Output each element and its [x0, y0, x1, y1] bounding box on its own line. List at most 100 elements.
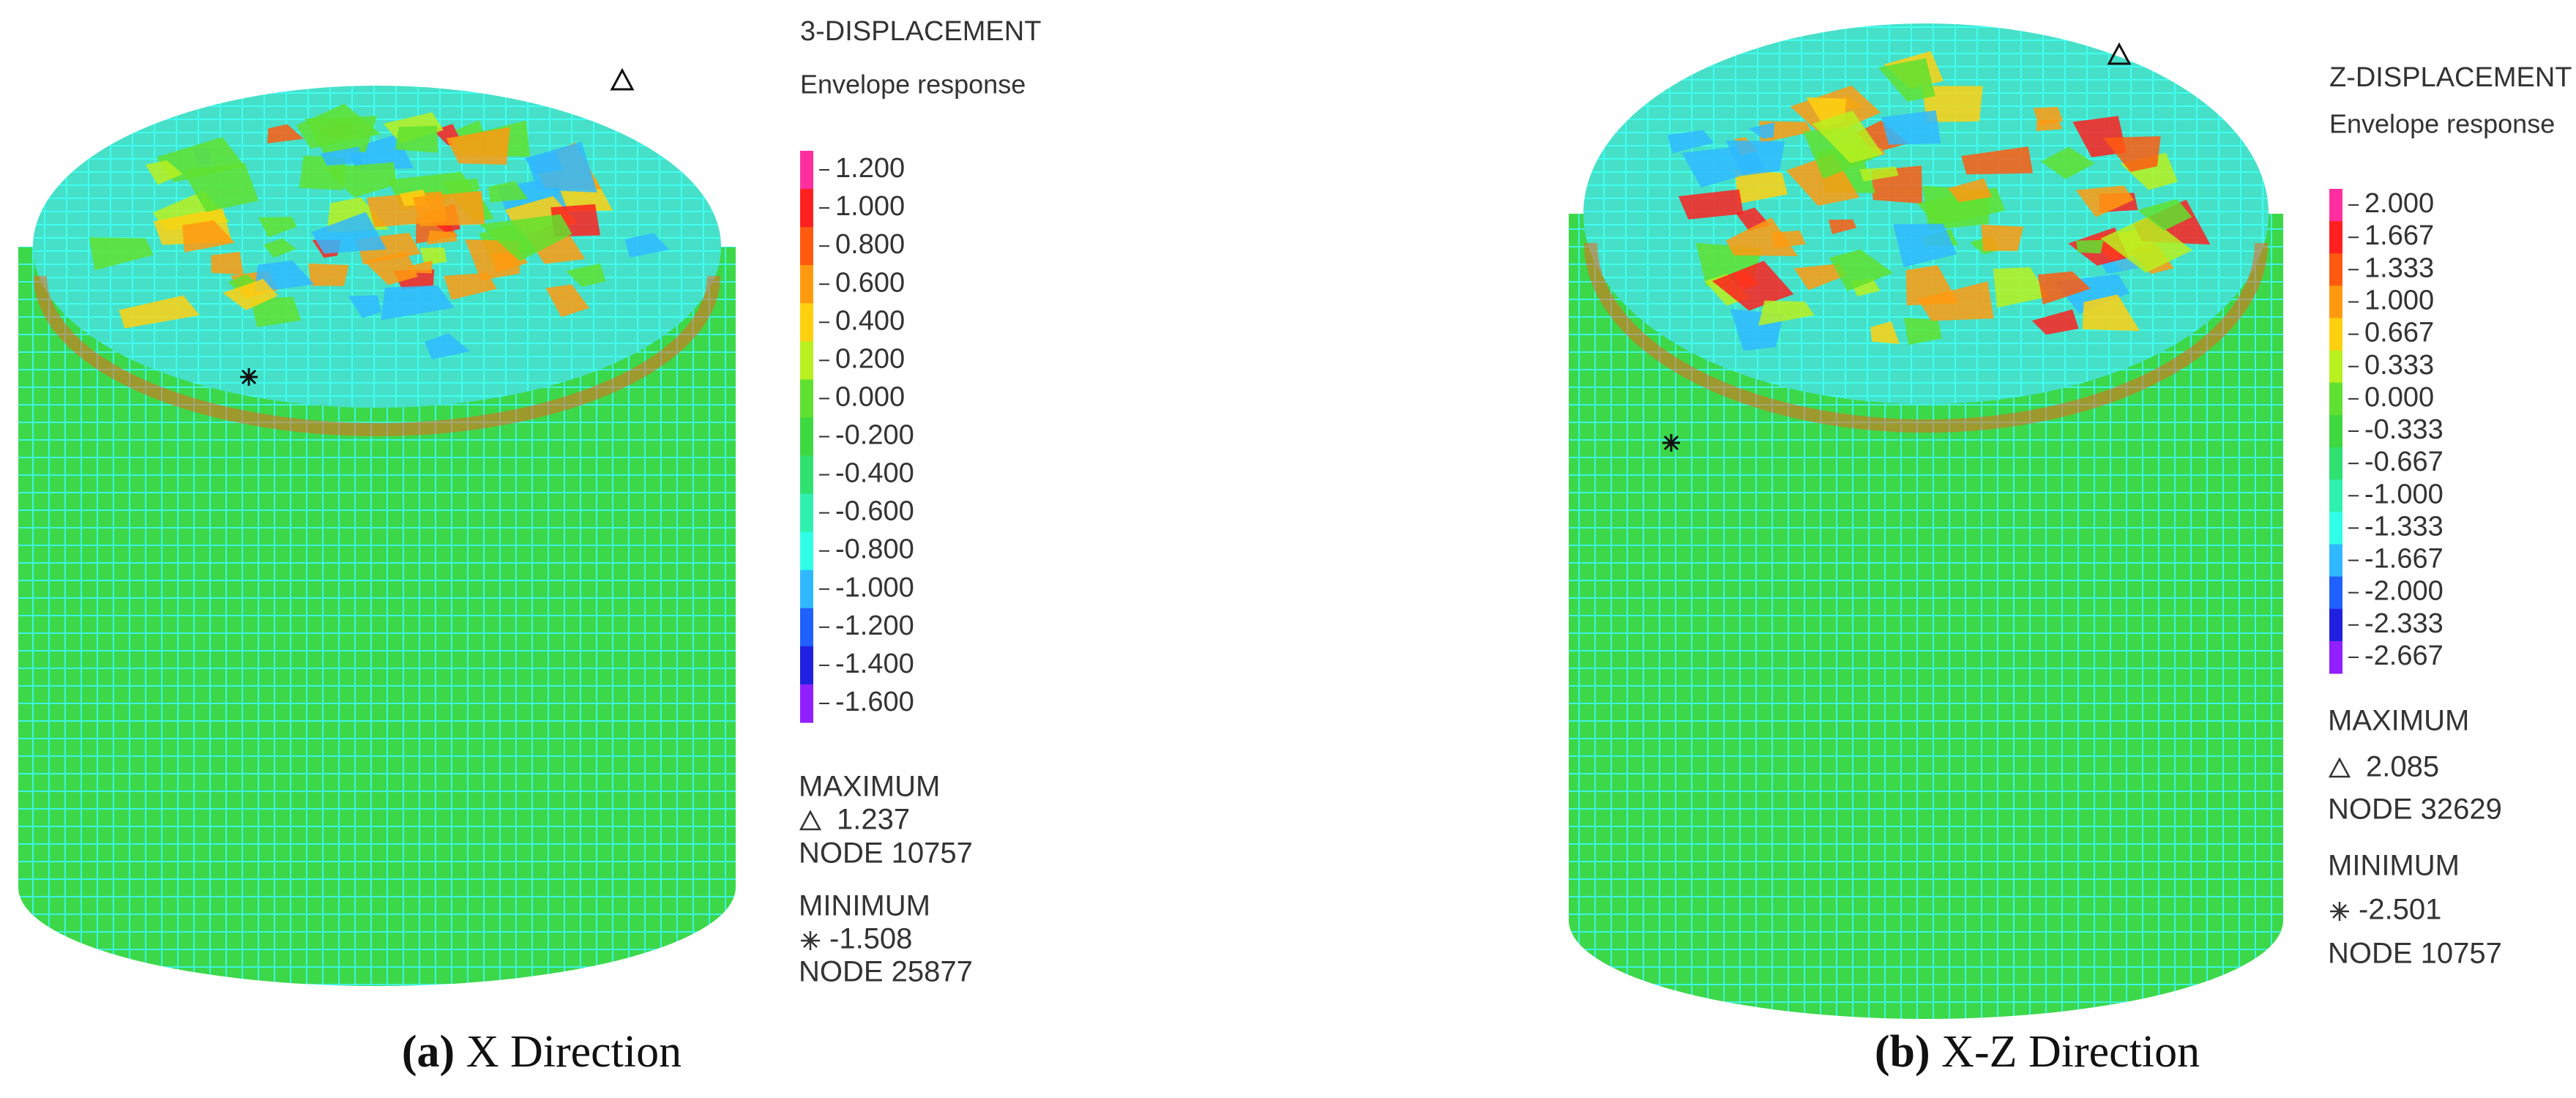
contour-patch [1917, 281, 1994, 321]
contour-patch [2137, 198, 2192, 231]
contour-patch [182, 220, 235, 253]
contour-patch [624, 233, 670, 258]
panel: Z-DISPLACEMENT Envelope response 2.0001.66… [1569, 23, 2572, 1077]
color-band [2329, 285, 2342, 319]
contour-patch [1993, 267, 2048, 308]
legend-title: 3-DISPLACEMENT [800, 16, 1041, 47]
contour-patch [1870, 321, 1900, 344]
rim-band [1584, 242, 2268, 433]
color-band [800, 379, 813, 418]
contour-patch [446, 127, 510, 165]
color-band [800, 455, 813, 495]
contour-patch [1829, 249, 1893, 291]
legend-label: -1.400 [835, 649, 914, 679]
contour-patch [348, 295, 382, 318]
caption: (a) X Direction [402, 1027, 682, 1077]
contour-patch [228, 274, 258, 291]
legend-label: 0.800 [835, 229, 905, 260]
min-node: NODE 10757 [2328, 938, 2502, 970]
contour-patch [254, 260, 315, 293]
legend-label: -0.600 [835, 496, 914, 527]
contour-patch [364, 250, 418, 285]
contour-patch [566, 263, 606, 287]
legend-title: Z-DISPLACEMENT [2329, 62, 2572, 93]
legend-label: 2.000 [2364, 188, 2434, 219]
contour-patch [425, 333, 471, 359]
color-band [800, 569, 813, 609]
legend-label: -2.333 [2364, 608, 2444, 639]
color-band [2329, 318, 2342, 351]
contour-patch [1922, 86, 1983, 122]
contour-patch [258, 217, 297, 238]
color-band [2329, 350, 2342, 384]
color-band [2329, 253, 2342, 286]
color-band [2329, 576, 2342, 610]
color-band [2329, 447, 2342, 480]
legend-label: -1.600 [835, 687, 914, 717]
min-symbol [2330, 902, 2349, 921]
max-node: NODE 10757 [799, 837, 973, 870]
contour-patch [420, 247, 447, 266]
contour-patch [1748, 122, 1775, 139]
color-band [800, 684, 813, 723]
color-band [2329, 640, 2342, 674]
contour-patch [2041, 146, 2095, 179]
legend-label: -1.200 [835, 610, 914, 641]
contour-patch [1668, 130, 1714, 154]
max-marker [2107, 42, 2132, 65]
rim-band [34, 275, 720, 436]
contour-patch [1828, 219, 1857, 234]
contour-patch [488, 181, 529, 203]
max-heading: MAXIMUM [799, 771, 940, 803]
contour-patch [2100, 216, 2192, 273]
cylinder-body [18, 247, 736, 986]
color-band [2329, 544, 2342, 578]
legend-label: 0.000 [835, 381, 905, 412]
min-value: -2.501 [2359, 894, 2441, 926]
contour-patch [89, 237, 154, 271]
legend-label: 1.000 [2364, 285, 2434, 315]
min-value: -1.508 [829, 923, 912, 955]
color-band [800, 646, 813, 685]
legend-label: -2.667 [2364, 640, 2444, 671]
contour-patch [1793, 264, 1847, 291]
contour-patch [320, 146, 362, 166]
legend-label: 0.000 [2364, 382, 2434, 413]
contour-patch [1947, 178, 1992, 203]
legend-label: -2.000 [2364, 576, 2444, 607]
legend-label: 1.667 [2364, 220, 2434, 251]
caption: (b) X-Z Direction [1875, 1027, 2200, 1077]
caption-label: (b) [1875, 1027, 1930, 1077]
contour-patch [2033, 107, 2064, 126]
legend-label: -0.667 [2364, 447, 2444, 477]
contour-patch [465, 239, 520, 280]
contour-patch [1786, 154, 1860, 206]
legend-label: 1.200 [835, 153, 905, 184]
caption-text: X Direction [466, 1027, 682, 1077]
contour-patch [1881, 110, 1941, 145]
contour-patch [1878, 58, 1935, 102]
contour-patch [145, 160, 183, 185]
contour-patch [524, 152, 563, 175]
contour-patch [223, 279, 278, 310]
caption-space [455, 1027, 466, 1077]
max-value: 1.237 [837, 804, 910, 836]
contour-patch [1961, 146, 2033, 175]
contour-patch [250, 296, 302, 327]
color-band [800, 303, 813, 342]
color-band [800, 151, 813, 190]
legend-label: -0.333 [2364, 414, 2444, 445]
contour-patch [1904, 318, 1942, 346]
contour-patch [1812, 111, 1884, 163]
color-band [2329, 479, 2342, 512]
color-band [2329, 608, 2342, 642]
min-heading: MINIMUM [2328, 850, 2460, 882]
contour-patch [2031, 309, 2079, 335]
contour-patch [211, 252, 244, 275]
legend-label: -1.000 [835, 572, 914, 603]
color-band [2329, 414, 2342, 448]
color-band [2329, 512, 2342, 545]
contour-patch [2075, 239, 2104, 254]
max-symbol [2328, 757, 2351, 778]
